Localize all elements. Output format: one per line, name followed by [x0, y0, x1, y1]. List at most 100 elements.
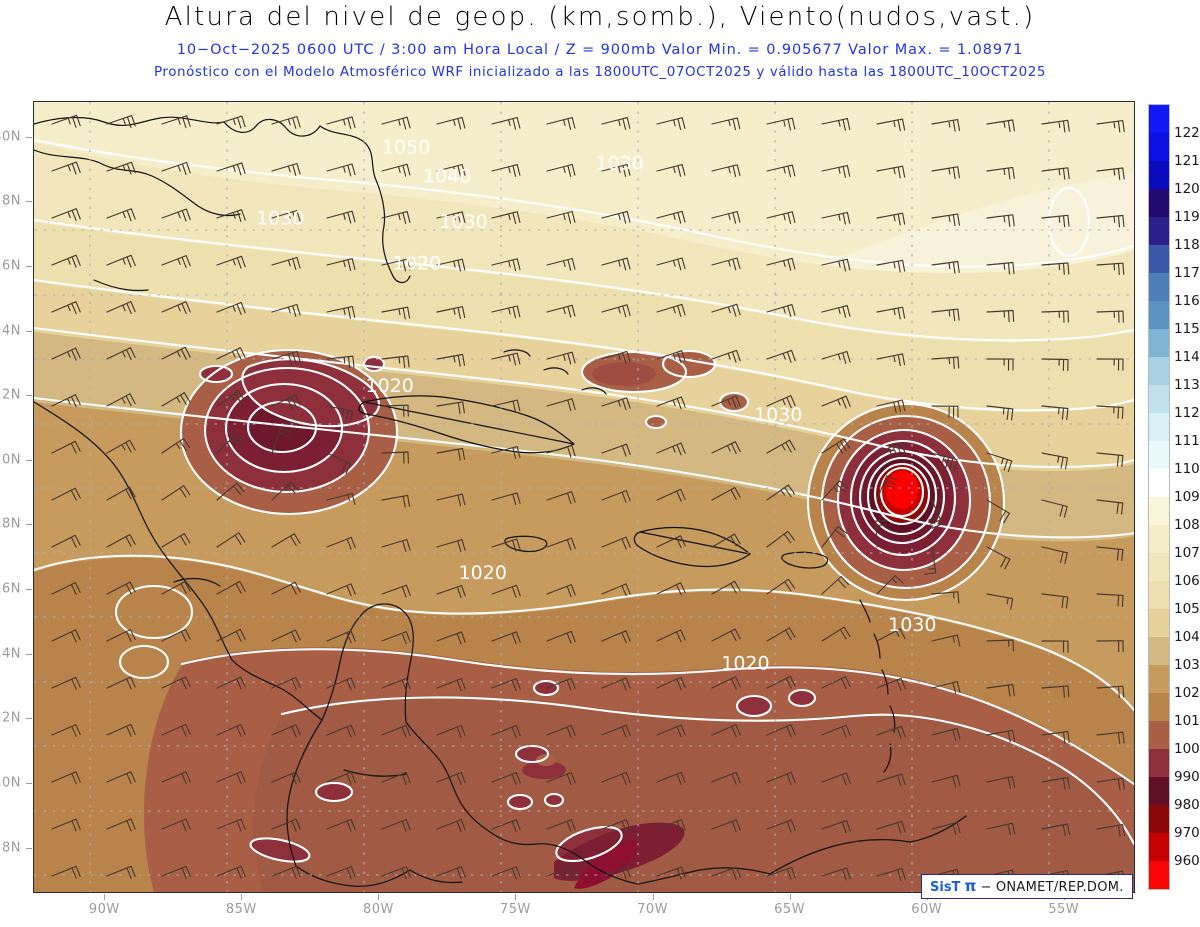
pi-glyph-icon: π — [964, 877, 977, 895]
wind-barb — [436, 306, 466, 319]
wind-barb — [711, 866, 741, 880]
lat-tick-mark — [26, 653, 32, 655]
wind-barb — [601, 163, 631, 177]
wind-barb — [161, 818, 191, 832]
wind-barb — [711, 257, 741, 271]
wind-barb — [931, 213, 960, 227]
wind-barb — [51, 865, 81, 879]
colorbar-band — [1149, 777, 1169, 805]
wind-barb — [601, 630, 631, 644]
wind-barb — [766, 627, 796, 642]
wind-barb — [601, 210, 631, 224]
wind-barb — [931, 680, 961, 694]
colorbar-band — [1149, 525, 1169, 553]
wind-barb — [986, 822, 1016, 836]
wind-barb — [875, 519, 888, 548]
wind-barb — [216, 390, 246, 407]
wind-barb — [216, 115, 246, 129]
credit-separator: − — [980, 880, 992, 895]
wind-barb — [326, 677, 356, 691]
wind-barb — [381, 306, 411, 320]
wind-barb — [436, 211, 466, 225]
colorbar-tick-label: 1130 — [1174, 377, 1200, 393]
wind-barb — [161, 392, 191, 407]
colorbar[interactable] — [1148, 104, 1170, 890]
wind-barb — [271, 256, 301, 270]
wind-barb — [216, 301, 246, 315]
wind-barb — [1041, 640, 1069, 653]
wind-barb — [876, 212, 906, 226]
wind-barb — [546, 210, 576, 224]
wind-barb — [51, 114, 81, 128]
wind-barb — [271, 115, 301, 129]
wind-barb — [491, 866, 521, 880]
wind-barb — [381, 116, 411, 130]
wind-barb — [106, 865, 136, 879]
colorbar-band — [1149, 721, 1169, 749]
lat-tick-label: 28N — [0, 193, 21, 209]
wind-barb — [821, 626, 851, 642]
wind-barb — [546, 724, 576, 738]
wind-barb — [271, 427, 292, 454]
wind-barb — [711, 164, 741, 178]
wind-barb — [1041, 167, 1070, 180]
colorbar-tick-label: 1140 — [1174, 349, 1200, 365]
wind-barb — [876, 475, 898, 501]
wind-barb — [986, 546, 1011, 570]
wind-barb — [1096, 499, 1124, 515]
wind-barb — [766, 439, 796, 454]
wind-barb — [821, 395, 851, 409]
wind-barb — [711, 819, 741, 833]
wind-barb — [161, 581, 191, 595]
wind-barb — [601, 257, 631, 271]
colorbar-band — [1149, 217, 1169, 245]
colorbar-band — [1149, 245, 1169, 273]
wind-barb — [766, 724, 796, 738]
wind-barb — [986, 309, 1015, 323]
wind-barb — [601, 397, 631, 411]
wind-barb — [1041, 546, 1068, 565]
colorbar-tick-label: 1150 — [1174, 321, 1200, 337]
wind-barb — [876, 165, 906, 179]
weather-map[interactable]: 1050 1040 1030 1030 1030 1020 1020 1030 1020 1030… — [33, 101, 1135, 893]
colorbar-tick-label: 970 — [1174, 825, 1200, 841]
lon-tick-mark — [378, 894, 380, 900]
wind-barb — [436, 447, 466, 461]
wind-barb — [656, 303, 686, 317]
wind-barb — [656, 676, 686, 690]
wind-barb — [656, 724, 686, 738]
wind-barb — [51, 771, 81, 785]
wind-barb — [216, 255, 246, 269]
wind-barb — [1096, 214, 1125, 228]
wind-barb — [876, 820, 906, 834]
wind-barb — [436, 819, 466, 833]
colorbar-band — [1149, 441, 1169, 469]
wind-barb — [436, 771, 466, 785]
wind-barb — [821, 480, 849, 501]
wind-barb — [931, 166, 960, 179]
wind-barb — [106, 581, 136, 595]
contour-label: 1030 — [754, 404, 802, 426]
wind-barb — [51, 724, 81, 737]
contour-label: 1020 — [366, 375, 414, 397]
lat-tick-label: 12N — [0, 710, 21, 726]
lat-tick-label: 22N — [0, 387, 21, 403]
sistt-logo-text: SisT — [930, 880, 961, 895]
wind-barb — [106, 208, 136, 222]
subtitle-line-1: 10−Oct−2025 0600 UTC / 3:00 am Hora Loca… — [176, 42, 1024, 58]
wind-barb — [766, 117, 796, 131]
wind-barb — [491, 164, 521, 177]
wind-barb — [381, 771, 411, 785]
wind-barb — [381, 163, 411, 177]
lat-tick-mark — [26, 847, 32, 849]
wind-barb — [601, 117, 631, 130]
wind-barbs — [51, 114, 1126, 884]
colorbar-tick-label: 980 — [1174, 797, 1200, 813]
wind-barb — [1096, 593, 1124, 607]
wind-barb — [821, 118, 851, 131]
lon-tick-label: 90W — [88, 902, 120, 917]
wind-barb — [381, 584, 411, 598]
wind-barb — [436, 866, 466, 880]
wind-barb — [491, 399, 521, 413]
